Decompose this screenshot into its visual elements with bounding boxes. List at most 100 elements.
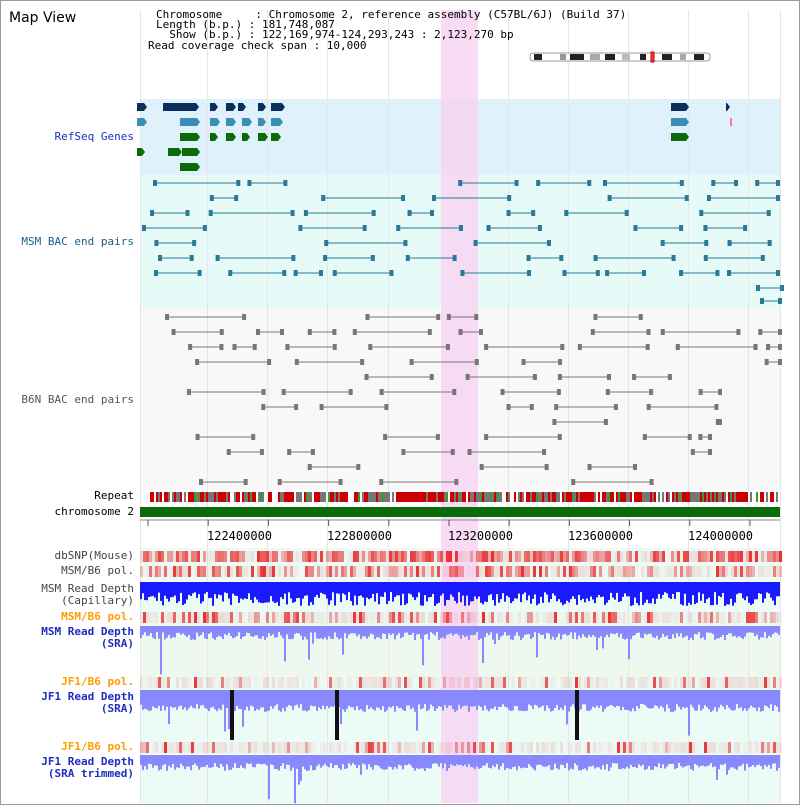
jf1-depth-sra-bar xyxy=(594,690,596,708)
msm-depth-sra-bar xyxy=(332,626,334,639)
msm-depth-sra-bar xyxy=(668,626,670,640)
repeat-element xyxy=(424,492,426,502)
jf1-pol2-cell xyxy=(623,742,626,753)
jf1-depth-sra-bar xyxy=(200,690,202,706)
jf1-depth-trim-bar xyxy=(678,755,680,764)
msm-depth-sra-bar xyxy=(288,626,290,639)
jf1-depth-sra-bar xyxy=(202,690,204,706)
dbsnp-cell xyxy=(308,551,311,562)
b6n-bac-label[interactable]: B6N BAC end pairs xyxy=(21,393,134,406)
msm-pol2-label[interactable]: MSM/B6 pol. xyxy=(61,610,134,623)
jf1-depth-trim-label[interactable]: JF1 Read Depth (SRA trimmed) xyxy=(41,755,134,780)
repeat-element xyxy=(324,492,326,502)
msm-depth-cap-bar xyxy=(336,582,338,594)
jf1-depth-trim-bar xyxy=(378,755,380,767)
jf1-pol-label[interactable]: JF1/B6 pol. xyxy=(61,675,134,688)
msm-depth-cap-bar xyxy=(272,582,274,602)
msm-bac-pair-end xyxy=(743,225,748,231)
jf1-depth-trim-bar xyxy=(538,755,540,765)
msm-depth-sra-bar xyxy=(164,626,166,640)
jf1-depth-sra-bar xyxy=(472,690,474,707)
msm-depth-sra-bar xyxy=(634,626,636,635)
jf1-pol-cell xyxy=(650,677,653,688)
jf1-depth-trim-bar xyxy=(424,755,426,771)
jf1-pol2-cell xyxy=(167,742,170,753)
msm-depth-cap-bar xyxy=(248,582,250,594)
jf1-depth-trim-bar xyxy=(270,755,272,765)
msm-pol-label[interactable]: MSM/B6 pol. xyxy=(61,564,134,577)
repeat-element xyxy=(338,492,340,502)
repeat-element xyxy=(760,492,762,502)
msm-depth-sra-bar xyxy=(160,626,162,675)
msm-depth-cap-bar xyxy=(300,582,302,606)
dbsnp-cell xyxy=(194,551,197,562)
jf1-depth-sra-label[interactable]: JF1 Read Depth (SRA) xyxy=(41,690,134,715)
msm-depth-cap-bar xyxy=(722,582,724,594)
jf1-pol-cell xyxy=(518,677,521,688)
msm-bac-pair-end xyxy=(429,210,434,216)
jf1-depth-sra-bar xyxy=(452,690,454,710)
jf1-pol2-cell xyxy=(776,742,779,753)
jf1-pol-cell xyxy=(155,677,158,688)
b6n-bac-pair-end xyxy=(690,449,695,455)
msm-depth-sra-bar xyxy=(712,626,714,635)
msm-depth-cap-bar xyxy=(728,582,730,605)
repeat-element xyxy=(530,492,532,502)
refseq-label[interactable]: RefSeq Genes xyxy=(54,130,134,143)
jf1-depth-trim-bar xyxy=(620,755,622,770)
msm-pol2-cell xyxy=(218,612,221,623)
jf1-pol-cell xyxy=(584,677,587,688)
msm-depth-sra-bar xyxy=(610,626,612,634)
msm-pol-cell xyxy=(308,566,311,577)
gene-feature xyxy=(671,103,689,111)
jf1-depth-trim-bar xyxy=(406,755,408,766)
jf1-pol-cell xyxy=(329,677,332,688)
msm-depth-sra-label[interactable]: MSM Read Depth (SRA) xyxy=(41,625,134,650)
msm-bac-label[interactable]: MSM BAC end pairs xyxy=(21,235,134,248)
dbsnp-cell xyxy=(767,551,770,562)
msm-pol2-cell xyxy=(698,612,701,623)
msm-depth-sra-bar xyxy=(420,626,422,639)
jf1-pol2-cell xyxy=(149,742,152,753)
repeat-element xyxy=(390,492,392,502)
jf1-pol2-cell xyxy=(341,742,344,753)
dbsnp-cell xyxy=(320,551,323,562)
msm-depth-cap-bar xyxy=(374,582,376,602)
msm-depth-cap-bar xyxy=(398,582,400,596)
msm-depth-cap-label[interactable]: MSM Read Depth (Capillary) xyxy=(41,582,134,607)
msm-pol-cell xyxy=(257,566,260,577)
jf1-depth-sra-bar xyxy=(280,690,282,712)
jf1-depth-sra-bar xyxy=(562,690,564,711)
msm-depth-sra-bar xyxy=(756,626,758,635)
msm-bac-pair-end xyxy=(473,240,478,246)
msm-depth-cap-bar xyxy=(766,582,768,593)
msm-depth-sra-bar xyxy=(238,626,240,633)
msm-depth-cap-bar xyxy=(524,582,526,593)
jf1-depth-trim-bar xyxy=(234,755,236,764)
selection-highlight[interactable] xyxy=(441,10,478,803)
jf1-depth-trim-bar xyxy=(486,755,488,764)
msm-depth-cap-bar xyxy=(554,582,556,596)
jf1-pol2-label[interactable]: JF1/B6 pol. xyxy=(61,740,134,753)
jf1-depth-trim-bar xyxy=(702,755,704,766)
dbsnp-cell xyxy=(602,551,605,562)
jf1-depth-trim-bar xyxy=(588,755,590,767)
msm-depth-sra-bar xyxy=(178,626,180,633)
repeat-element xyxy=(396,492,398,502)
ideogram-band xyxy=(680,54,686,60)
msm-depth-sra-bar xyxy=(278,626,280,633)
msm-depth-cap-bar xyxy=(638,582,640,606)
dbsnp-label[interactable]: dbSNP(Mouse) xyxy=(54,549,134,562)
msm-depth-sra-bar xyxy=(432,626,434,634)
jf1-depth-trim-bar xyxy=(592,755,594,766)
msm-depth-cap-bar xyxy=(760,582,762,594)
jf1-pol-cell xyxy=(707,677,710,688)
jf1-pol-cell xyxy=(593,677,596,688)
jf1-depth-trim-bar xyxy=(566,755,568,764)
jf1-depth-trim-bar xyxy=(636,755,638,769)
jf1-depth-trim-bar xyxy=(732,755,734,768)
msm-pol-cell xyxy=(275,566,278,577)
msm-depth-cap-bar xyxy=(314,582,316,598)
jf1-depth-sra-bar xyxy=(424,690,426,705)
